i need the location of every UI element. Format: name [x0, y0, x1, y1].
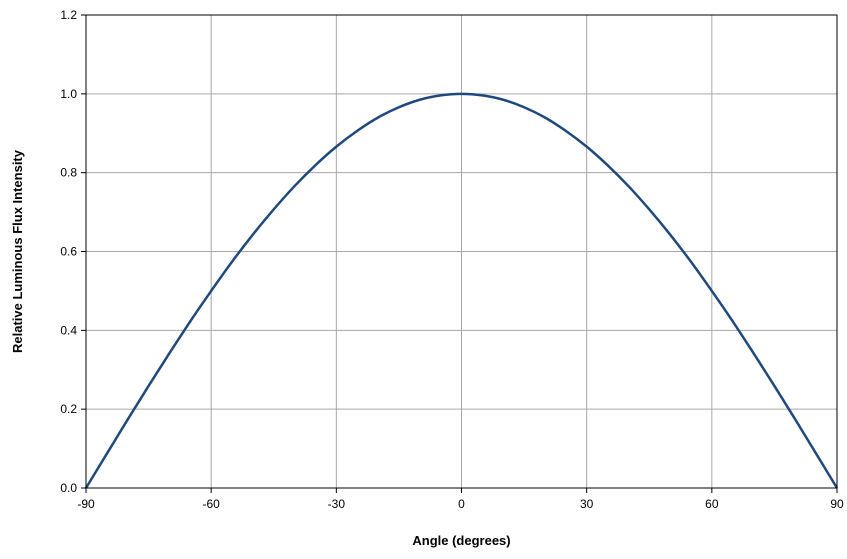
x-tick-label: 30 [580, 497, 594, 511]
x-tick-label: 90 [830, 497, 844, 511]
x-axis-title: Angle (degrees) [412, 533, 510, 548]
x-tick-label: -90 [77, 497, 95, 511]
series-line [84, 92, 839, 489]
grid-lines [85, 14, 838, 489]
y-tick-label: 0.8 [60, 166, 77, 180]
x-tick-label: -30 [328, 497, 346, 511]
x-tick-label: 60 [705, 497, 719, 511]
y-tick-label: 0.4 [60, 323, 77, 337]
y-tick-label: 0.2 [60, 402, 77, 416]
x-tick-label: -60 [202, 497, 220, 511]
x-axis-ticks: -90 -60 -30 0 30 60 90 [77, 488, 844, 511]
y-axis-title: Relative Luminous Flux Intensity [10, 149, 25, 353]
y-tick-label: 1.2 [60, 8, 77, 22]
series-layer [84, 92, 839, 489]
x-tick-label: 0 [458, 497, 465, 511]
y-tick-label: 1.0 [60, 87, 77, 101]
y-axis-ticks: 0.0 0.2 0.4 0.6 0.8 1.0 1.2 [60, 8, 86, 495]
y-tick-label: 0.6 [60, 245, 77, 259]
y-tick-label: 0.0 [60, 481, 77, 495]
